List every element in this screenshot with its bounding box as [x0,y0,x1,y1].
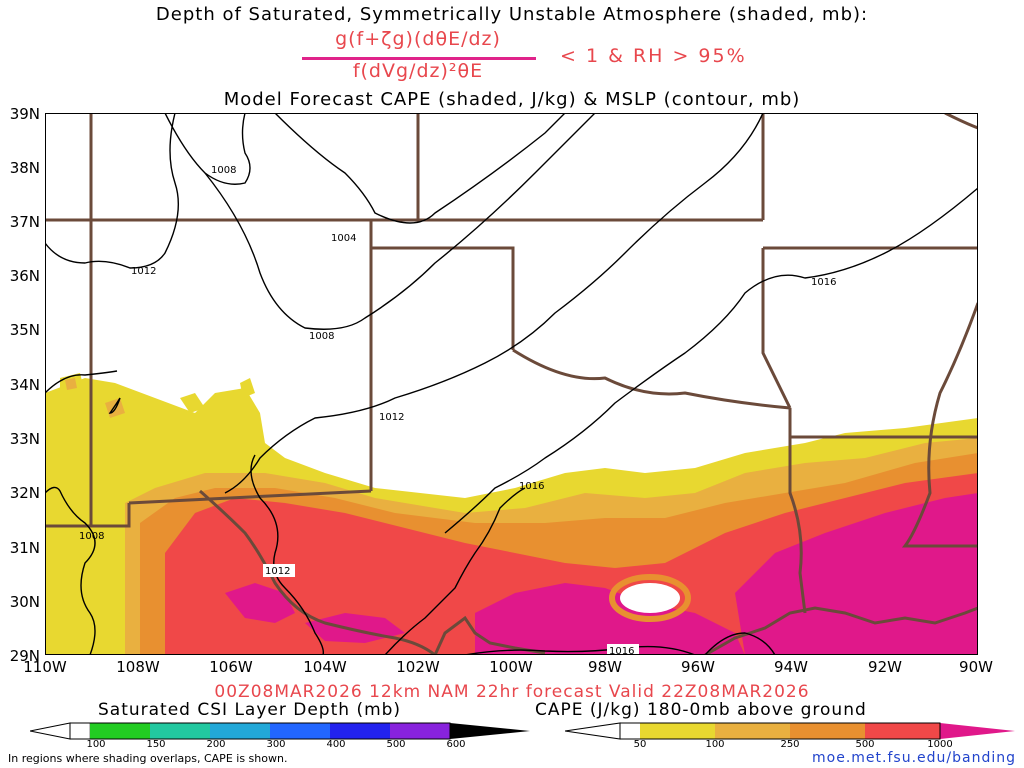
contour-label: 1016 [519,481,544,492]
lon-label: 94W [774,658,808,676]
contour-label: 1008 [309,331,334,342]
lon-label: 90W [959,658,993,676]
cape-1000-region-central [475,583,745,655]
contour-label: 1016 [609,646,634,655]
contour-label: 1008 [211,165,236,176]
csi-colorbar [30,722,530,740]
formula-denominator: f(dVg/dz)²θE [352,60,484,82]
cape-colorbar-label: 250 [780,739,800,750]
lat-label: 32N [9,484,40,502]
contour-label: 1016 [811,277,836,288]
csi-colorbar-title: Saturated CSI Layer Depth (mb) [98,700,402,720]
lon-label: 108W [116,658,160,676]
csi-colorbar-label: 300 [266,739,286,750]
lat-label: 35N [9,321,40,339]
lat-label: 38N [9,159,40,177]
lon-label: 100W [489,658,533,676]
contour-label: 1012 [131,266,156,277]
source-credit-link[interactable]: moe.met.fsu.edu/banding [812,750,1016,766]
lon-label: 106W [209,658,253,676]
formula-condition: < 1 & RH > 95% [560,45,747,67]
lat-label: 30N [9,593,40,611]
contour-label: 1008 [79,531,104,542]
lon-label: 92W [868,658,902,676]
valid-time-line: 00Z08MAR2026 12km NAM 22hr forecast Vali… [214,682,810,702]
cape-colorbar-label: 50 [633,739,647,750]
map-title: Depth of Saturated, Symmetrically Unstab… [155,4,869,25]
csi-colorbar-label: 600 [446,739,466,750]
lon-label: 104W [303,658,347,676]
contour-label: 1012 [265,566,290,577]
csi-colorbar-label: 150 [146,739,166,750]
lon-label: 102W [396,658,440,676]
lon-label: 110W [23,658,67,676]
contour-label: 1012 [379,412,404,423]
lat-label: 29N [9,647,40,665]
overlap-footnote: In regions where shading overlaps, CAPE … [8,752,288,765]
formula-numerator: g(f+ζg)(dθE/dz) [335,28,501,50]
lat-label: 36N [9,267,40,285]
map-subtitle: Model Forecast CAPE (shaded, J/kg) & MSL… [223,89,801,110]
cape-colorbar [565,722,1015,740]
lon-label: 98W [588,658,622,676]
csi-colorbar-label: 100 [86,739,106,750]
cape-colorbar-label: 100 [705,739,725,750]
cape-hole [620,583,680,613]
csi-colorbar-label: 400 [326,739,346,750]
lat-label: 34N [9,376,40,394]
lat-label: 31N [9,539,40,557]
lat-label: 39N [9,105,40,123]
lat-label: 37N [9,213,40,231]
contour-label: 1004 [331,233,356,244]
cape-1000-region-east [735,493,978,655]
forecast-map[interactable]: 1008 1004 1012 1008 1012 1016 1016 1008 … [45,113,978,655]
cape-1000-region-west [225,583,295,623]
cape-colorbar-label: 1000 [927,739,953,750]
csi-colorbar-label: 500 [386,739,406,750]
csi-colorbar-label: 200 [206,739,226,750]
lat-label: 33N [9,430,40,448]
cape-colorbar-label: 500 [855,739,875,750]
cape-colorbar-title: CAPE (J/kg) 180-0mb above ground [535,700,867,720]
lon-label: 96W [681,658,715,676]
formula-fraction-bar [302,57,536,60]
